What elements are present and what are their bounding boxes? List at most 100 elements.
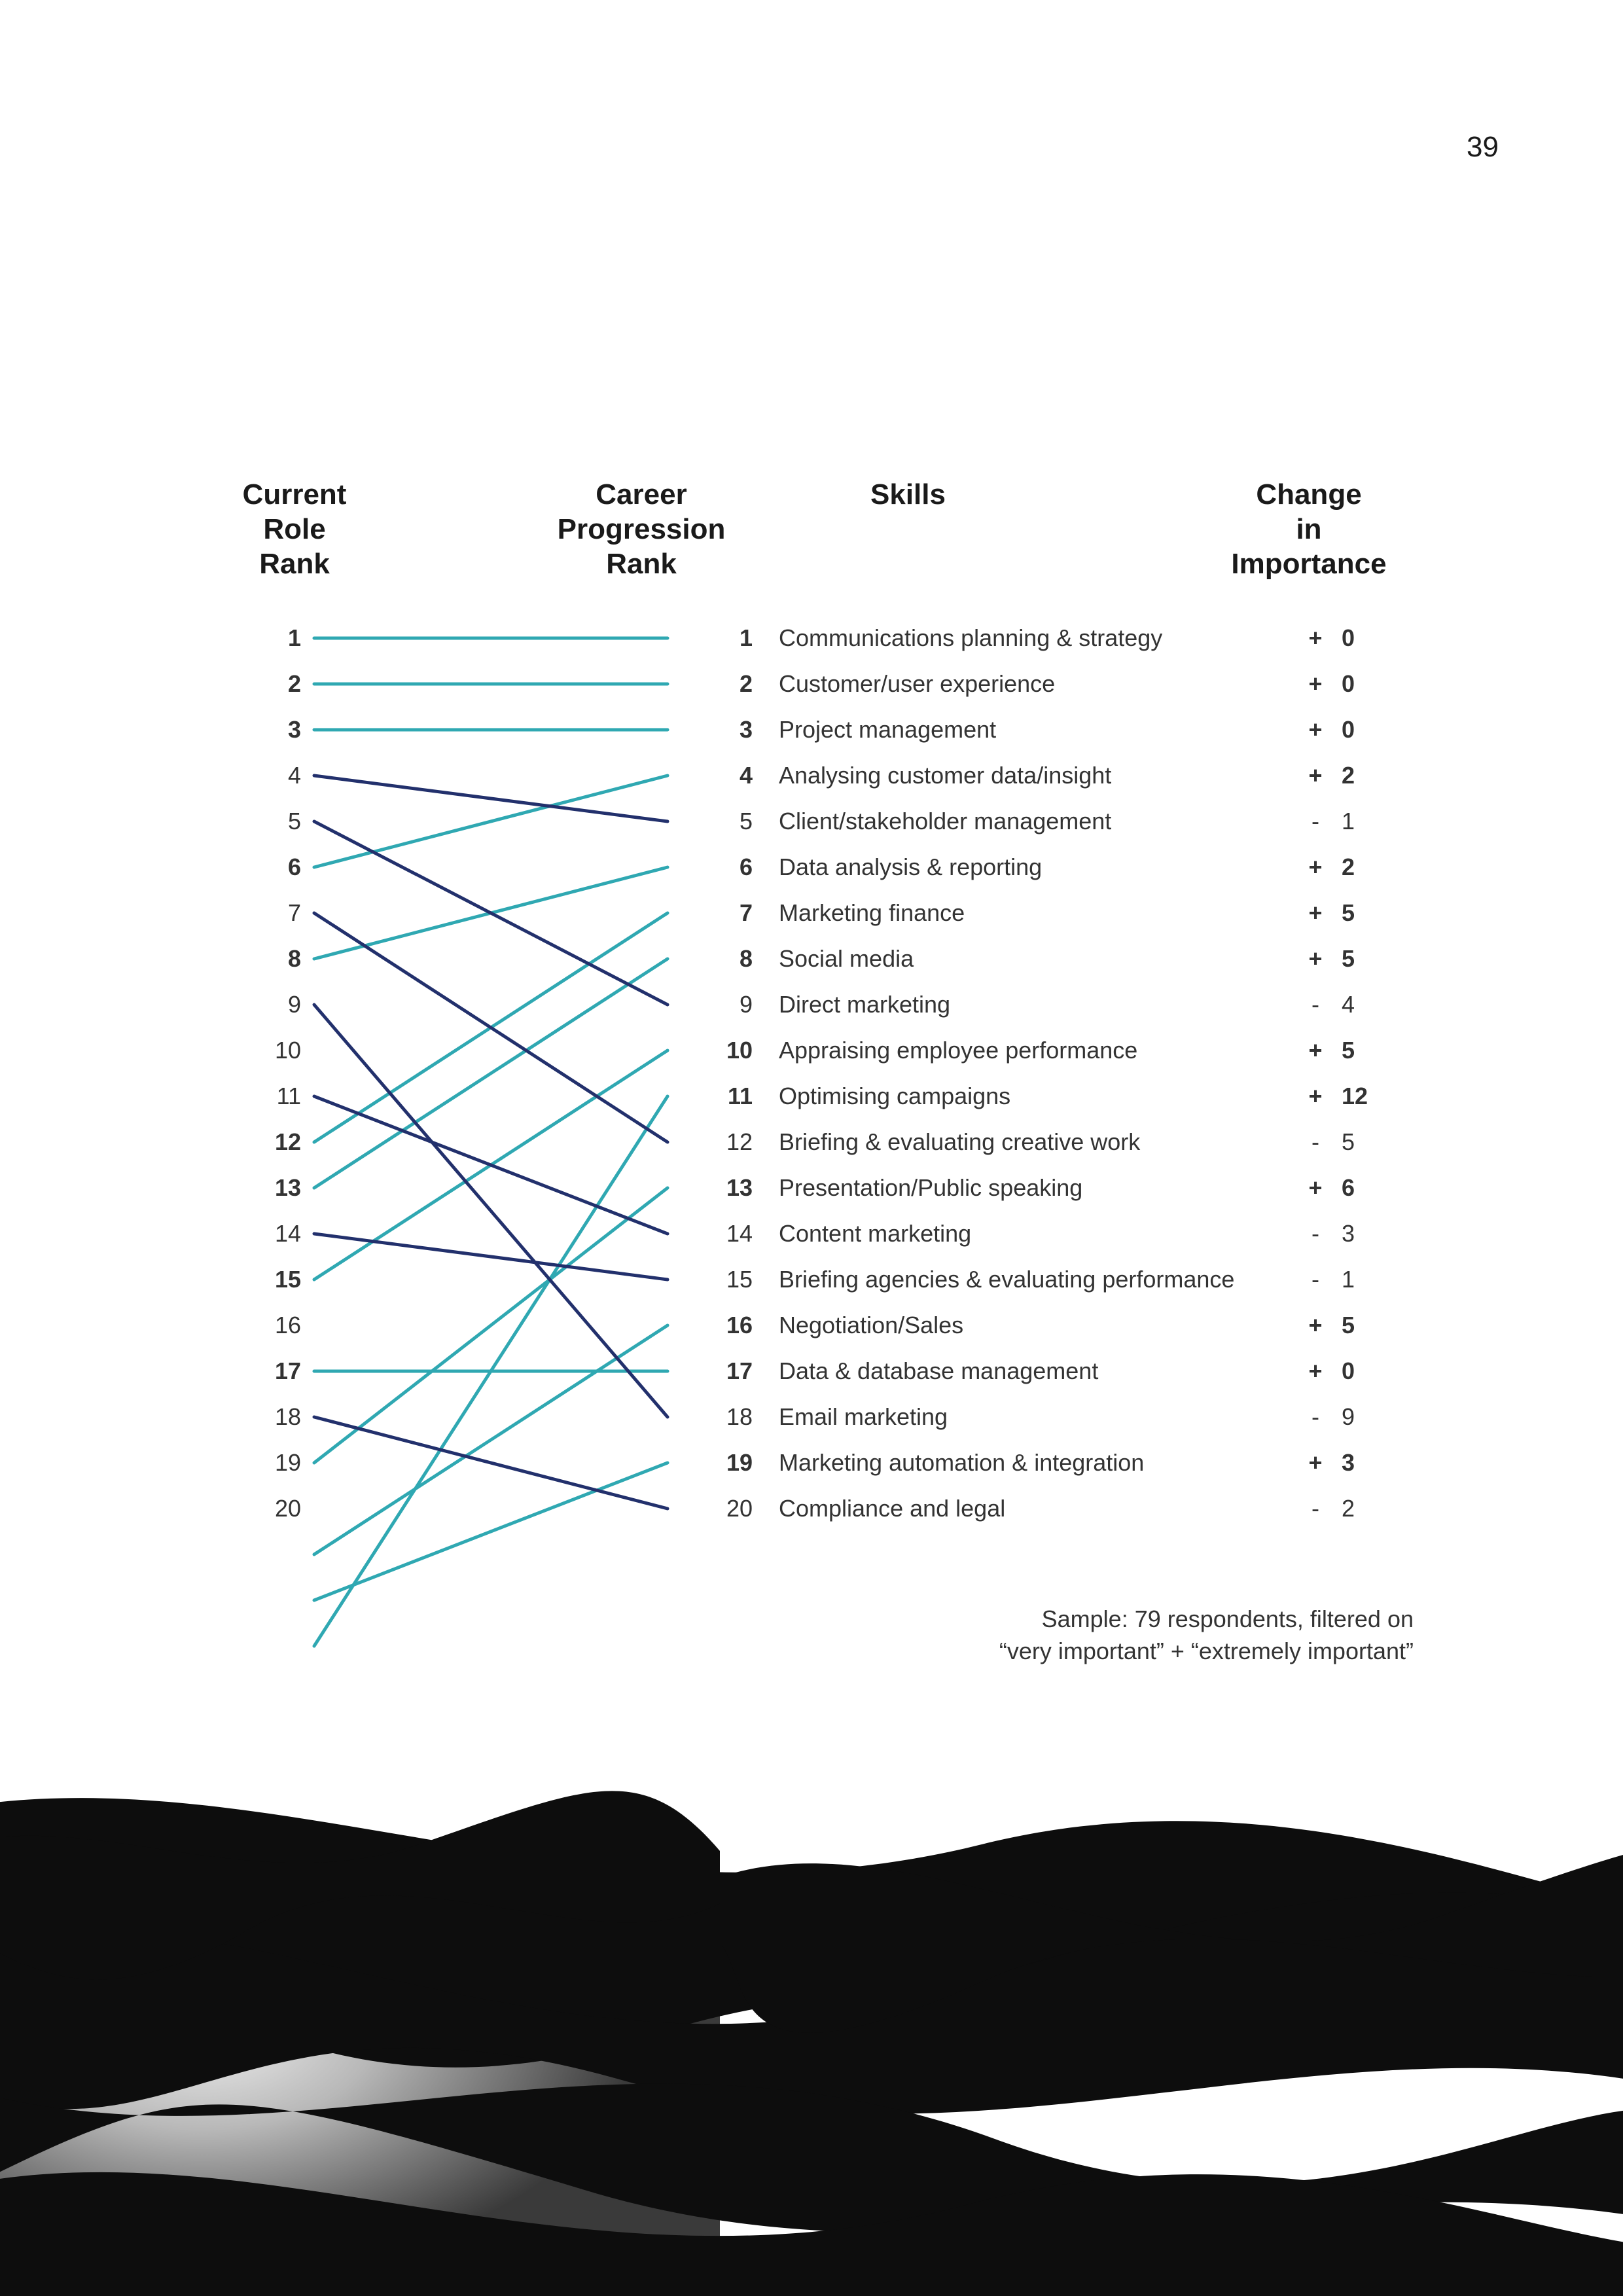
current-rank: 2 [209,670,301,698]
current-rank: 20 [209,1495,301,1522]
progression-rank: 4 [681,762,753,789]
skill-label: Optimising campaigns [779,1083,1283,1110]
change-value: 12 [1342,1083,1394,1110]
current-rank: 9 [209,991,301,1018]
table-row: 1212Briefing & evaluating creative work-… [209,1119,1414,1165]
table-row: 55Client/stakeholder management-1 [209,798,1414,844]
change-value: 2 [1342,1495,1394,1522]
skill-label: Briefing & evaluating creative work [779,1128,1283,1156]
change-value: 3 [1342,1449,1394,1477]
rank-change-chart: CurrentRoleRank CareerProgressionRank Sk… [209,478,1414,1532]
change-sign: - [1302,1266,1329,1293]
skill-label: Analysing customer data/insight [779,762,1283,789]
skill-label: Client/stakeholder management [779,808,1283,835]
table-row: 1111Optimising campaigns+12 [209,1073,1414,1119]
progression-rank: 13 [681,1174,753,1202]
change-sign: + [1302,1083,1329,1110]
change-value: 2 [1342,762,1394,789]
skill-label: Presentation/Public speaking [779,1174,1283,1202]
skill-label: Appraising employee performance [779,1037,1283,1064]
skill-label: Email marketing [779,1403,1283,1431]
current-rank: 6 [209,853,301,881]
change-value: 5 [1342,1128,1394,1156]
change-sign: + [1302,1174,1329,1202]
current-rank: 13 [209,1174,301,1202]
current-rank: 14 [209,1220,301,1247]
progression-rank: 18 [681,1403,753,1431]
skill-label: Data analysis & reporting [779,853,1283,881]
change-sign: + [1302,1037,1329,1064]
change-value: 4 [1342,991,1394,1018]
current-rank: 15 [209,1266,301,1293]
skill-label: Customer/user experience [779,670,1283,698]
change-value: 0 [1342,624,1394,652]
progression-rank: 11 [681,1083,753,1110]
change-sign: - [1302,1495,1329,1522]
change-value: 2 [1342,853,1394,881]
progression-rank: 7 [681,899,753,927]
change-sign: + [1302,899,1329,927]
change-value: 5 [1342,1312,1394,1339]
table-row: 1919Marketing automation & integration+3 [209,1440,1414,1486]
sample-footnote: Sample: 79 respondents, filtered on “ver… [999,1604,1414,1667]
change-value: 1 [1342,1266,1394,1293]
table-row: 1010Appraising employee performance+5 [209,1028,1414,1073]
change-sign: + [1302,945,1329,973]
progression-rank: 17 [681,1357,753,1385]
change-value: 5 [1342,945,1394,973]
progression-rank: 3 [681,716,753,744]
table-row: 11Communications planning & strategy+0 [209,615,1414,661]
footnote-line2: “very important” + “extremely important” [999,1638,1414,1664]
skill-label: Social media [779,945,1283,973]
progression-rank: 1 [681,624,753,652]
skill-label: Direct marketing [779,991,1283,1018]
current-rank: 4 [209,762,301,789]
change-sign: + [1302,1312,1329,1339]
change-sign: - [1302,1128,1329,1156]
progression-rank: 10 [681,1037,753,1064]
table-row: 1515Briefing agencies & evaluating perfo… [209,1257,1414,1302]
header-career-progression: CareerProgressionRank [537,478,746,581]
table-row: 44Analysing customer data/insight+2 [209,753,1414,798]
chart-headers: CurrentRoleRank CareerProgressionRank Sk… [209,478,1414,615]
current-rank: 16 [209,1312,301,1339]
change-sign: + [1302,716,1329,744]
table-row: 1818Email marketing-9 [209,1394,1414,1440]
change-value: 5 [1342,899,1394,927]
skill-label: Content marketing [779,1220,1283,1247]
table-row: 99Direct marketing-4 [209,982,1414,1028]
skill-label: Data & database management [779,1357,1283,1385]
chart-rows: 11Communications planning & strategy+022… [209,615,1414,1532]
change-value: 0 [1342,670,1394,698]
table-row: 33Project management+0 [209,707,1414,753]
table-row: 8 8 Social media +5 [209,936,1414,982]
skill-label: Marketing finance [779,899,1283,927]
progression-rank: 8 [681,945,753,973]
page-number: 39 [1467,131,1499,164]
change-value: 0 [1342,716,1394,744]
skill-label: Negotiation/Sales [779,1312,1283,1339]
progression-rank: 5 [681,808,753,835]
change-sign: + [1302,1357,1329,1385]
current-rank: 8 [209,945,301,973]
header-current-role-rank: CurrentRoleRank [209,478,380,581]
table-row: 22Customer/user experience+0 [209,661,1414,707]
current-rank: 17 [209,1357,301,1385]
progression-rank: 14 [681,1220,753,1247]
table-row: 1313Presentation/Public speaking+6 [209,1165,1414,1211]
table-row: 17 17 Data & database management +0 [209,1348,1414,1394]
change-sign: - [1302,1403,1329,1431]
skill-label: Briefing agencies & evaluating performan… [779,1266,1283,1293]
current-rank: 1 [209,624,301,652]
table-row: 1414Content marketing-3 [209,1211,1414,1257]
change-sign: - [1302,808,1329,835]
change-sign: + [1302,670,1329,698]
progression-rank: 12 [681,1128,753,1156]
header-skills: Skills [870,478,1041,512]
skill-label: Project management [779,716,1283,744]
progression-rank: 6 [681,853,753,881]
change-value: 0 [1342,1357,1394,1385]
table-row: 77Marketing finance+5 [209,890,1414,936]
progression-rank: 20 [681,1495,753,1522]
table-row: 1616Negotiation/Sales+5 [209,1302,1414,1348]
